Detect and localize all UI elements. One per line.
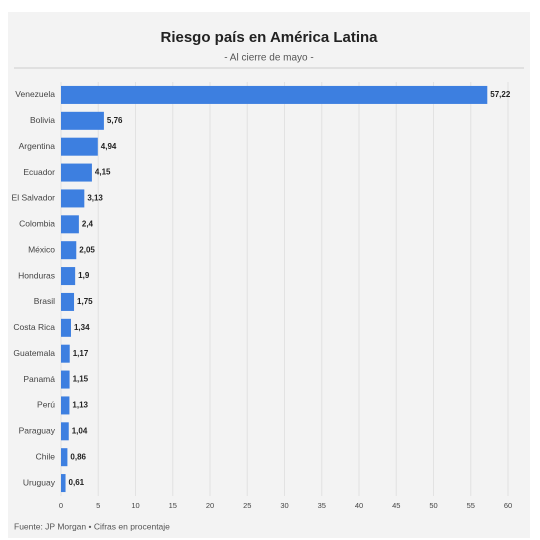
x-tick-label: 45: [392, 501, 400, 510]
bar: [61, 85, 488, 104]
value-label: 57,22: [490, 90, 511, 99]
y-tick-label: Perú: [37, 400, 55, 410]
value-label: 2,05: [79, 245, 95, 254]
y-tick-label: Uruguay: [23, 477, 56, 487]
x-tick-label: 20: [206, 501, 214, 510]
bar: [61, 241, 77, 260]
x-tick-label: 40: [355, 501, 363, 510]
chart-title: Riesgo país en América Latina: [160, 29, 378, 46]
x-tick-label: 25: [243, 501, 251, 510]
value-label: 1,17: [73, 349, 89, 358]
value-label: 4,94: [101, 142, 117, 151]
value-label: 5,76: [107, 116, 123, 125]
x-tick-label: 60: [504, 501, 512, 510]
bar: [61, 344, 70, 363]
y-tick-label: Chile: [36, 451, 56, 461]
bar: [61, 215, 79, 234]
value-label: 0,86: [70, 452, 86, 461]
bar: [61, 111, 104, 130]
bar: [61, 370, 70, 389]
bar: [61, 318, 71, 337]
bar: [61, 448, 68, 467]
y-tick-label: Brasil: [34, 296, 55, 306]
y-tick-label: México: [28, 244, 55, 254]
value-label: 1,75: [77, 297, 93, 306]
y-tick-label: Honduras: [18, 270, 55, 280]
x-tick-label: 5: [96, 501, 100, 510]
y-tick-label: Bolivia: [30, 115, 55, 125]
bar: [61, 163, 92, 182]
y-tick-label: Argentina: [19, 141, 56, 151]
value-label: 1,13: [72, 401, 88, 410]
y-tick-label: Paraguay: [19, 426, 56, 436]
x-tick-label: 0: [59, 501, 63, 510]
y-tick-label: Costa Rica: [13, 322, 55, 332]
y-tick-label: Panamá: [23, 374, 55, 384]
value-label: 0,61: [69, 478, 85, 487]
x-tick-label: 35: [318, 501, 326, 510]
value-label: 1,34: [74, 323, 90, 332]
value-label: 1,9: [78, 271, 90, 280]
bar: [61, 267, 76, 286]
x-tick-label: 15: [169, 501, 177, 510]
value-label: 1,15: [73, 375, 89, 384]
x-tick-label: 55: [467, 501, 475, 510]
bar: [61, 292, 75, 311]
x-tick-label: 10: [131, 501, 139, 510]
bar: [61, 422, 69, 441]
x-tick-label: 30: [280, 501, 288, 510]
bar: [61, 137, 98, 156]
y-tick-label: Ecuador: [23, 167, 55, 177]
value-label: 2,4: [82, 219, 94, 228]
value-label: 4,15: [95, 168, 111, 177]
y-tick-label: Guatemala: [13, 348, 55, 358]
source-note: Fuente: JP Morgan • Cifras en procentaje: [14, 521, 170, 531]
value-label: 3,13: [87, 194, 103, 203]
bar: [61, 474, 66, 493]
x-tick-label: 50: [429, 501, 437, 510]
y-tick-label: Venezuela: [15, 89, 55, 99]
y-tick-label: El Salvador: [12, 193, 56, 203]
bar: [61, 396, 70, 415]
chart-subtitle: - Al cierre de mayo -: [224, 53, 313, 64]
bar: [61, 189, 85, 208]
value-label: 1,04: [72, 426, 88, 435]
y-tick-label: Colombia: [19, 219, 55, 229]
